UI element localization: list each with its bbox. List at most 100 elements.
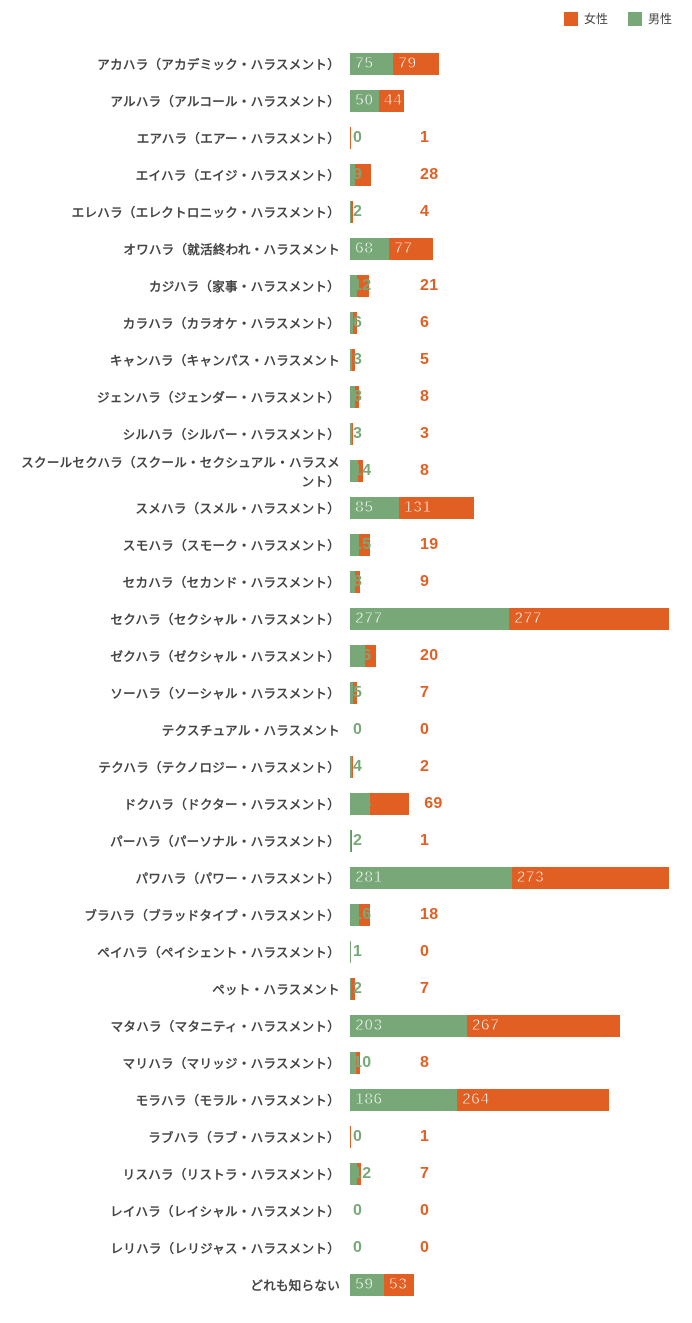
row-bars: 00	[350, 1200, 672, 1222]
value-female: 2	[420, 758, 429, 776]
value-female: 0	[420, 721, 429, 739]
chart-row: アカハラ（アカデミック・ハラスメント）7579	[20, 45, 672, 82]
chart-row: カラハラ（カラオケ・ハラスメント）66	[20, 304, 672, 341]
row-bars: 66	[350, 312, 672, 334]
chart-row: ドクハラ（ドクター・ハラスメント）3469	[20, 785, 672, 822]
bar-female	[350, 1126, 351, 1148]
row-label: カジハラ（家事・ハラスメント）	[20, 276, 350, 295]
row-label: セクハラ（セクシャル・ハラスメント）	[20, 609, 350, 628]
value-male: 15	[353, 536, 371, 554]
value-female: 77	[394, 240, 412, 258]
row-bars: 1519	[350, 534, 672, 556]
row-label: アカハラ（アカデミック・ハラスメント）	[20, 54, 350, 73]
value-male: 12	[353, 1165, 371, 1183]
row-bars: 00	[350, 1237, 672, 1259]
value-male: 0	[353, 1128, 362, 1146]
value-male: 3	[353, 425, 362, 443]
row-bars: 24	[350, 201, 672, 223]
row-bars: 00	[350, 719, 672, 741]
value-male: 8	[353, 388, 362, 406]
bar-female	[350, 127, 351, 149]
legend-swatch-male	[628, 12, 642, 26]
value-female: 18	[420, 906, 438, 924]
row-label: テクスチュアル・ハラスメント	[20, 720, 350, 739]
value-male: 12	[353, 277, 371, 295]
value-female: 0	[420, 943, 429, 961]
row-bars: 203 267	[350, 1015, 672, 1037]
row-bars: 88	[350, 386, 672, 408]
chart-row: ソーハラ（ソーシャル・ハラスメント）57	[20, 674, 672, 711]
value-male: 0	[353, 721, 362, 739]
row-bars: 186264	[350, 1089, 672, 1111]
value-female: 9	[420, 573, 429, 591]
value-male: 14	[353, 462, 371, 480]
value-male: 85	[355, 499, 373, 517]
row-label: レイハラ（レイシャル・ハラスメント）	[20, 1201, 350, 1220]
row-label: セカハラ（セカンド・ハラスメント）	[20, 572, 350, 591]
value-male: 59	[355, 1276, 373, 1294]
row-bars: 2620	[350, 645, 672, 667]
value-female: 53	[389, 1276, 407, 1294]
row-label: ペット・ハラスメント	[20, 979, 350, 998]
row-bars: 5044	[350, 90, 672, 112]
row-bars: 148	[350, 460, 672, 482]
chart-row: アルハラ（アルコール・ハラスメント）5044	[20, 82, 672, 119]
value-female: 0	[420, 1239, 429, 1257]
row-bars: 01	[350, 127, 672, 149]
value-female: 8	[420, 388, 429, 406]
value-female: 28	[420, 166, 438, 184]
row-label: ブラハラ（ブラッドタイプ・ハラスメント）	[20, 905, 350, 924]
row-label: ジェンハラ（ジェンダー・ハラスメント）	[20, 387, 350, 406]
value-male: 0	[353, 1202, 362, 1220]
value-male: 203	[355, 1017, 383, 1035]
value-female: 69	[424, 795, 442, 813]
row-label: ゼクハラ（ゼクシャル・ハラスメント）	[20, 646, 350, 665]
chart-row: ゼクハラ（ゼクシャル・ハラスメント）2620	[20, 637, 672, 674]
chart-row: マリハラ（マリッジ・ハラスメント）108	[20, 1044, 672, 1081]
row-bars: 59 53	[350, 1274, 672, 1296]
row-label: カラハラ（カラオケ・ハラスメント）	[20, 313, 350, 332]
row-label: パーハラ（パーソナル・ハラスメント）	[20, 831, 350, 850]
bar-female	[351, 830, 352, 852]
bar-male	[350, 941, 351, 963]
row-label: レリハラ（レリジャス・ハラスメント）	[20, 1238, 350, 1257]
value-female: 6	[420, 314, 429, 332]
value-female: 1	[420, 1128, 429, 1146]
row-label: キャンハラ（キャンパス・ハラスメント	[20, 350, 350, 369]
row-label: エレハラ（エレクトロニック・ハラスメント）	[20, 202, 350, 221]
row-bars: 42	[350, 756, 672, 778]
value-female: 7	[420, 1165, 429, 1183]
value-male: 2	[353, 203, 362, 221]
chart-row: リスハラ（リストラ・ハラスメント）127	[20, 1155, 672, 1192]
row-label: ペイハラ（ペイシェント・ハラスメント）	[20, 942, 350, 961]
chart-row: エレハラ（エレクトロニック・ハラスメント）24	[20, 193, 672, 230]
row-bars: 108	[350, 1052, 672, 1074]
value-male: 6	[353, 314, 362, 332]
chart-row: ペット・ハラスメント27	[20, 970, 672, 1007]
row-label: ラブハラ（ラブ・ハラスメント）	[20, 1127, 350, 1146]
legend-label-female: 女性	[584, 10, 608, 27]
row-bars: 6877	[350, 238, 672, 260]
chart-row: パーハラ（パーソナル・ハラスメント）21	[20, 822, 672, 859]
row-bars: 10	[350, 941, 672, 963]
chart-row: スメハラ（スメル・ハラスメント）85131	[20, 489, 672, 526]
value-female: 267	[472, 1017, 500, 1035]
value-male: 3	[353, 351, 362, 369]
chart-row: パワハラ（パワー・ハラスメント）281273	[20, 859, 672, 896]
chart-row: オワハラ（就活終われ・ハラスメント6877	[20, 230, 672, 267]
row-label: パワハラ（パワー・ハラスメント）	[20, 868, 350, 887]
legend-item-male: 男性	[628, 10, 672, 27]
legend-item-female: 女性	[564, 10, 608, 27]
value-male: 50	[355, 92, 373, 110]
row-label: エアハラ（エアー・ハラスメント）	[20, 128, 350, 147]
value-female: 8	[420, 1054, 429, 1072]
chart-row: スモハラ（スモーク・ハラスメント）1519	[20, 526, 672, 563]
value-male: 16	[353, 906, 371, 924]
value-male: 1	[353, 943, 362, 961]
chart-row: セクハラ（セクシャル・ハラスメント）277277	[20, 600, 672, 637]
chart-row: キャンハラ（キャンパス・ハラスメント35	[20, 341, 672, 378]
value-female: 4	[420, 203, 429, 221]
chart-row: レイハラ（レイシャル・ハラスメント）00	[20, 1192, 672, 1229]
row-bars: 277277	[350, 608, 672, 630]
value-female: 21	[420, 277, 438, 295]
